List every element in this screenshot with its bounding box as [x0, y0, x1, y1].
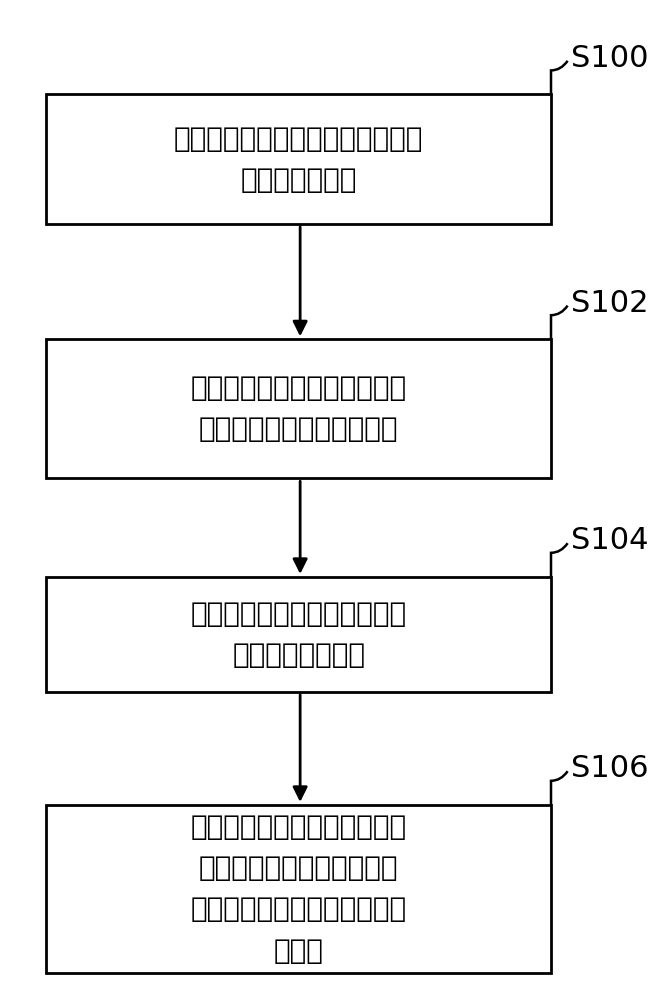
FancyBboxPatch shape	[46, 339, 551, 478]
Text: 响应于锁车请求，确定与锁车请求
对应的被控车辆: 响应于锁车请求，确定与锁车请求 对应的被控车辆	[174, 125, 423, 194]
Text: S106: S106	[571, 754, 648, 783]
FancyBboxPatch shape	[46, 805, 551, 973]
Text: 若所述环境图像与所述目标图
像的相似度大于第一指定阈
值，允许所述被控车辆处于锁
止状态: 若所述环境图像与所述目标图 像的相似度大于第一指定阈 值，允许所述被控车辆处于锁…	[190, 813, 407, 965]
FancyBboxPatch shape	[46, 577, 551, 692]
Text: 通过所述图像采集设备获取所
述被控车辆周围的环境图像: 通过所述图像采集设备获取所 述被控车辆周围的环境图像	[190, 374, 407, 443]
Text: S104: S104	[571, 526, 648, 555]
Text: 将所述环境图像与预先存储的
目标图像进行比较: 将所述环境图像与预先存储的 目标图像进行比较	[190, 600, 407, 669]
Text: S100: S100	[571, 44, 648, 73]
Text: S102: S102	[571, 289, 648, 318]
FancyBboxPatch shape	[46, 94, 551, 224]
